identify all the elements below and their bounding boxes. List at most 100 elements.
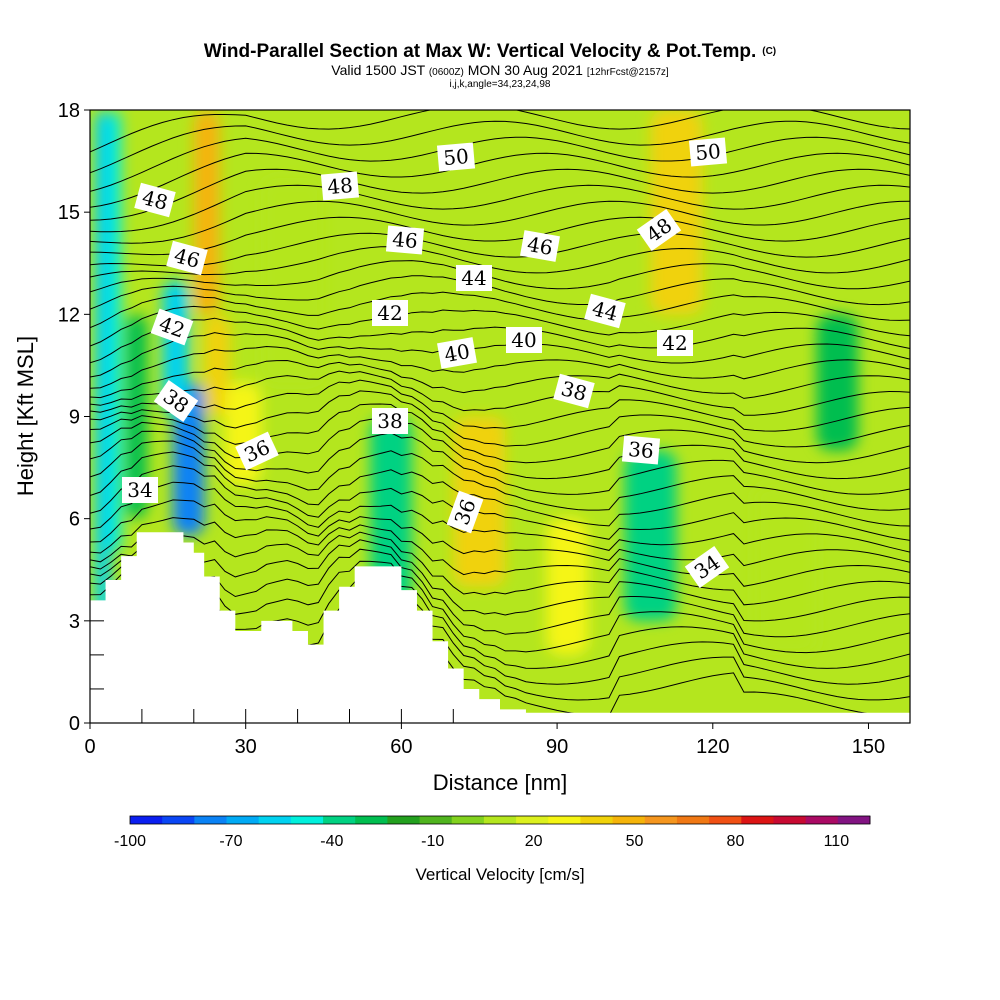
colorbar-swatch <box>258 816 292 824</box>
svg-text:50: 50 <box>442 144 469 170</box>
velocity-cell <box>204 314 231 417</box>
x-tick-label: 120 <box>696 736 729 758</box>
contour-label: 46 <box>520 230 560 262</box>
colorbar-swatch <box>130 816 163 824</box>
theta-contour-line <box>90 232 910 267</box>
contour-label: 48 <box>320 171 360 201</box>
colorbar-swatch <box>644 816 678 824</box>
theta-contour-line <box>90 559 910 654</box>
theta-contour-line <box>90 539 910 622</box>
theta-contour-line <box>90 481 910 553</box>
theta-contour-line <box>90 451 910 527</box>
theta-contour-line <box>90 305 910 347</box>
colorbar-tick-label: -100 <box>114 833 146 850</box>
velocity-cell <box>173 382 205 536</box>
svg-text:36: 36 <box>627 437 654 463</box>
colorbar-tick-label: 20 <box>525 833 543 850</box>
theta-contour-line <box>90 403 910 464</box>
x-tick-label: 60 <box>390 736 412 758</box>
colorbar-swatch <box>773 816 807 824</box>
velocity-cell <box>546 518 589 655</box>
potential-temperature-contours <box>90 110 910 717</box>
contour-label: 46 <box>166 240 208 276</box>
contour-label: 40 <box>437 337 477 369</box>
colorbar-tick-label: -40 <box>320 833 343 850</box>
theta-contour-line <box>90 430 910 495</box>
theta-contour-line <box>90 345 910 389</box>
x-tick-label: 90 <box>546 736 568 758</box>
y-tick-label: 9 <box>69 407 80 429</box>
theta-contour-line <box>90 465 910 541</box>
theta-contour-line <box>90 370 910 416</box>
svg-text:46: 46 <box>525 232 554 260</box>
theta-contour-line <box>90 517 910 587</box>
svg-text:46: 46 <box>391 227 418 253</box>
velocity-cell <box>110 110 122 553</box>
theta-contour-line <box>90 440 910 511</box>
terrain-tick-marks <box>90 620 454 723</box>
colorbar-tick-label: -10 <box>421 833 444 850</box>
svg-text:38: 38 <box>377 409 402 433</box>
theta-contour-line <box>90 291 910 329</box>
colorbar-tick-label: 80 <box>727 833 745 850</box>
colorbar-swatch <box>451 816 485 824</box>
contour-label: 42 <box>372 300 408 326</box>
x-tick-label: 0 <box>84 736 95 758</box>
theta-contour-line <box>90 332 910 378</box>
contour-label: 44 <box>584 293 626 329</box>
y-tick-label: 18 <box>58 100 80 122</box>
colorbar-swatch <box>676 816 710 824</box>
svg-text:48: 48 <box>326 173 353 199</box>
colorbar-swatch <box>419 816 453 824</box>
colorbar-swatch <box>194 816 228 824</box>
theta-contour-line <box>90 390 910 448</box>
theta-contour-line <box>90 110 910 153</box>
colorbar-swatch <box>323 816 356 824</box>
colorbar-swatch <box>162 816 195 824</box>
svg-text:44: 44 <box>461 266 486 290</box>
colorbar-swatch <box>355 816 388 824</box>
terrain-mask <box>90 532 910 723</box>
x-tick-label: 30 <box>235 736 257 758</box>
svg-text:42: 42 <box>662 331 687 355</box>
y-tick-label: 12 <box>58 304 80 326</box>
colorbar-tick-label: 50 <box>626 833 644 850</box>
theta-contour-line <box>90 216 910 256</box>
contour-label: 38 <box>372 408 408 434</box>
theta-contour-line <box>90 246 910 278</box>
y-tick-label: 3 <box>69 611 80 633</box>
theta-contour-line <box>90 136 910 192</box>
colorbar-swatch <box>741 816 774 824</box>
theta-contour-line <box>90 416 910 480</box>
colorbar: -100 -70 -40 -10 20 50 80 110 <box>114 815 871 850</box>
chart-title: Wind-Parallel Section at Max W: Vertical… <box>204 41 776 62</box>
y-tick-label: 0 <box>69 713 80 735</box>
colorbar-swatch <box>709 816 742 824</box>
svg-text:34: 34 <box>127 478 152 502</box>
contour-label: 38 <box>553 373 595 409</box>
velocity-cell <box>816 314 859 451</box>
x-tick-label: 150 <box>852 736 885 758</box>
svg-text:42: 42 <box>377 301 402 325</box>
colorbar-swatch <box>387 816 421 824</box>
theta-contour-line <box>90 499 910 567</box>
theta-contour-line <box>90 260 910 293</box>
theta-contour-line <box>90 168 910 221</box>
theta-contour-line <box>90 184 910 233</box>
theta-contour-line <box>90 548 910 638</box>
y-axis-label: Height [Kft MSL] <box>13 336 38 496</box>
y-tick-label: 15 <box>58 202 80 224</box>
colorbar-swatch <box>226 816 260 824</box>
velocity-cell <box>370 416 412 604</box>
y-tick-label: 6 <box>69 509 80 531</box>
contour-label: 36 <box>621 435 661 465</box>
contour-label: 34 <box>122 477 158 503</box>
colorbar-label: Vertical Velocity [cm/s] <box>415 865 584 884</box>
contour-label: 48 <box>134 182 176 218</box>
velocity-cell <box>624 450 677 621</box>
theta-contour-line <box>90 359 910 399</box>
contour-label: 40 <box>506 327 542 353</box>
